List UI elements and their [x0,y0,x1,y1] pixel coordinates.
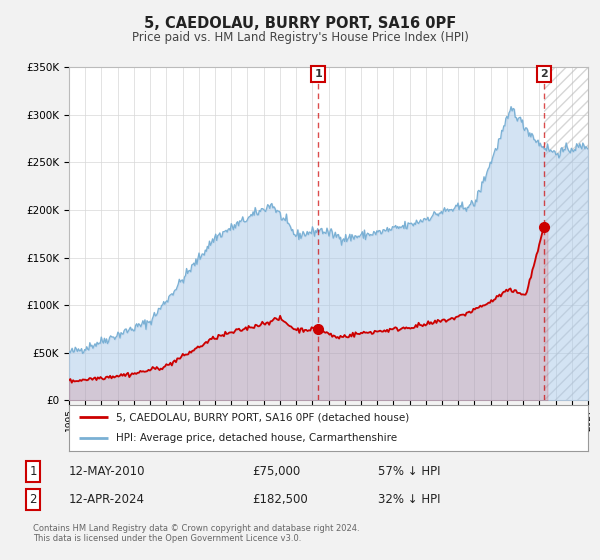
Text: 1: 1 [314,69,322,79]
Text: 12-MAY-2010: 12-MAY-2010 [69,465,146,478]
Text: 5, CAEDOLAU, BURRY PORT, SA16 0PF (detached house): 5, CAEDOLAU, BURRY PORT, SA16 0PF (detac… [116,412,409,422]
Text: 57% ↓ HPI: 57% ↓ HPI [378,465,440,478]
Text: HPI: Average price, detached house, Carmarthenshire: HPI: Average price, detached house, Carm… [116,433,397,444]
Text: Contains HM Land Registry data © Crown copyright and database right 2024.: Contains HM Land Registry data © Crown c… [33,524,359,533]
Bar [544,67,588,400]
Text: This data is licensed under the Open Government Licence v3.0.: This data is licensed under the Open Gov… [33,534,301,543]
Text: £182,500: £182,500 [252,493,308,506]
Text: 2: 2 [29,493,37,506]
Text: Price paid vs. HM Land Registry's House Price Index (HPI): Price paid vs. HM Land Registry's House … [131,31,469,44]
Text: 5, CAEDOLAU, BURRY PORT, SA16 0PF: 5, CAEDOLAU, BURRY PORT, SA16 0PF [144,16,456,31]
Text: 1: 1 [29,465,37,478]
Text: £75,000: £75,000 [252,465,300,478]
Text: 2: 2 [540,69,548,79]
Text: 12-APR-2024: 12-APR-2024 [69,493,145,506]
Text: 32% ↓ HPI: 32% ↓ HPI [378,493,440,506]
